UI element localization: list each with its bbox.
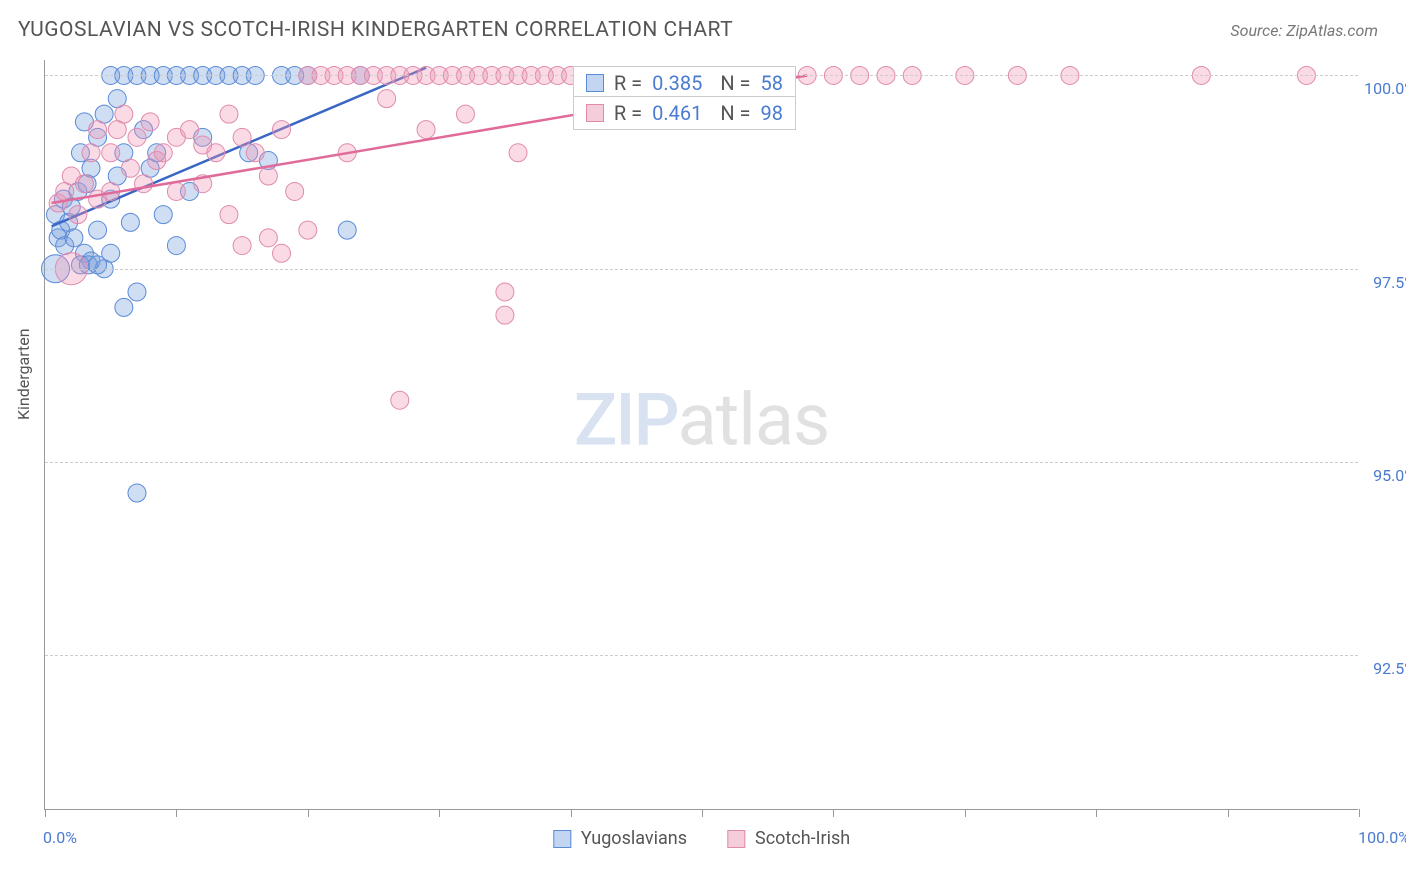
x-tick (176, 809, 177, 817)
data-point (82, 144, 100, 162)
legend-item: Yugoslavians (553, 828, 687, 849)
gridline (45, 655, 1358, 656)
data-point (102, 144, 120, 162)
data-point (89, 221, 107, 239)
data-point (89, 256, 107, 274)
x-max-label: 100.0% (1358, 828, 1406, 847)
legend: Yugoslavians Scotch-Irish (553, 828, 850, 849)
stats-box: R = 0.461 N = 98 (573, 96, 796, 130)
x-tick (965, 809, 966, 817)
data-point (167, 182, 185, 200)
data-point (246, 144, 264, 162)
data-point (181, 121, 199, 139)
data-point (338, 221, 356, 239)
data-point (128, 128, 146, 146)
data-point (456, 105, 474, 123)
data-point (391, 391, 409, 409)
data-point (65, 229, 83, 247)
gridline (45, 462, 1358, 463)
legend-label: Yugoslavians (581, 828, 687, 849)
data-point (128, 283, 146, 301)
x-min-label: 0.0% (43, 828, 77, 847)
data-point (115, 298, 133, 316)
data-point (69, 206, 87, 224)
data-point (121, 159, 139, 177)
data-point (220, 206, 238, 224)
stats-r-label: R = (614, 71, 642, 95)
data-point (128, 484, 146, 502)
data-point (135, 175, 153, 193)
stats-swatch (586, 104, 604, 122)
legend-label: Scotch-Irish (755, 828, 850, 849)
data-point (299, 221, 317, 239)
data-point (220, 105, 238, 123)
data-point (509, 144, 527, 162)
stats-n-label: N = (720, 71, 750, 95)
legend-item: Scotch-Irish (727, 828, 850, 849)
x-tick (833, 809, 834, 817)
stats-r-value: 0.385 (652, 71, 702, 95)
data-point (496, 306, 514, 324)
data-point (207, 144, 225, 162)
legend-swatch (553, 830, 571, 848)
chart-title: YUGOSLAVIAN VS SCOTCH-IRISH KINDERGARTEN… (18, 18, 733, 42)
stats-n-value: 98 (761, 101, 783, 125)
gridline (45, 269, 1358, 270)
x-tick (1228, 809, 1229, 817)
x-tick (571, 809, 572, 817)
data-point (273, 121, 291, 139)
stats-box: R = 0.385 N = 58 (573, 66, 796, 100)
data-point (286, 182, 304, 200)
data-point (115, 105, 133, 123)
y-axis-label: Kindergarten (14, 328, 33, 420)
data-point (141, 113, 159, 131)
stats-n-label: N = (720, 101, 750, 125)
legend-swatch (727, 830, 745, 848)
data-point (167, 237, 185, 255)
data-point (89, 121, 107, 139)
data-point (233, 237, 251, 255)
data-point (154, 144, 172, 162)
x-tick (45, 809, 46, 817)
scatter-svg (45, 60, 1358, 809)
data-point (273, 244, 291, 262)
x-tick (308, 809, 309, 817)
chart-source: Source: ZipAtlas.com (1230, 21, 1378, 40)
data-point (121, 213, 139, 231)
x-tick (1359, 809, 1360, 817)
data-point (378, 90, 396, 108)
y-tick-label: 100.0% (1364, 79, 1406, 98)
stats-swatch (586, 74, 604, 92)
data-point (154, 206, 172, 224)
data-point (233, 128, 251, 146)
stats-n-value: 58 (761, 71, 783, 95)
data-point (496, 283, 514, 301)
data-point (259, 167, 277, 185)
x-tick (702, 809, 703, 817)
stats-r-value: 0.461 (652, 101, 702, 125)
data-point (417, 121, 435, 139)
x-tick (439, 809, 440, 817)
x-tick (1096, 809, 1097, 817)
data-point (75, 175, 93, 193)
y-tick-label: 95.0% (1373, 466, 1406, 485)
y-tick-label: 92.5% (1373, 659, 1406, 678)
plot-area: ZIPatlas YugoslaviansScotch-Irish 100.0%… (44, 60, 1358, 810)
y-tick-label: 97.5% (1373, 273, 1406, 292)
stats-r-label: R = (614, 101, 642, 125)
chart-header: YUGOSLAVIAN VS SCOTCH-IRISH KINDERGARTEN… (0, 0, 1406, 52)
data-point (259, 229, 277, 247)
